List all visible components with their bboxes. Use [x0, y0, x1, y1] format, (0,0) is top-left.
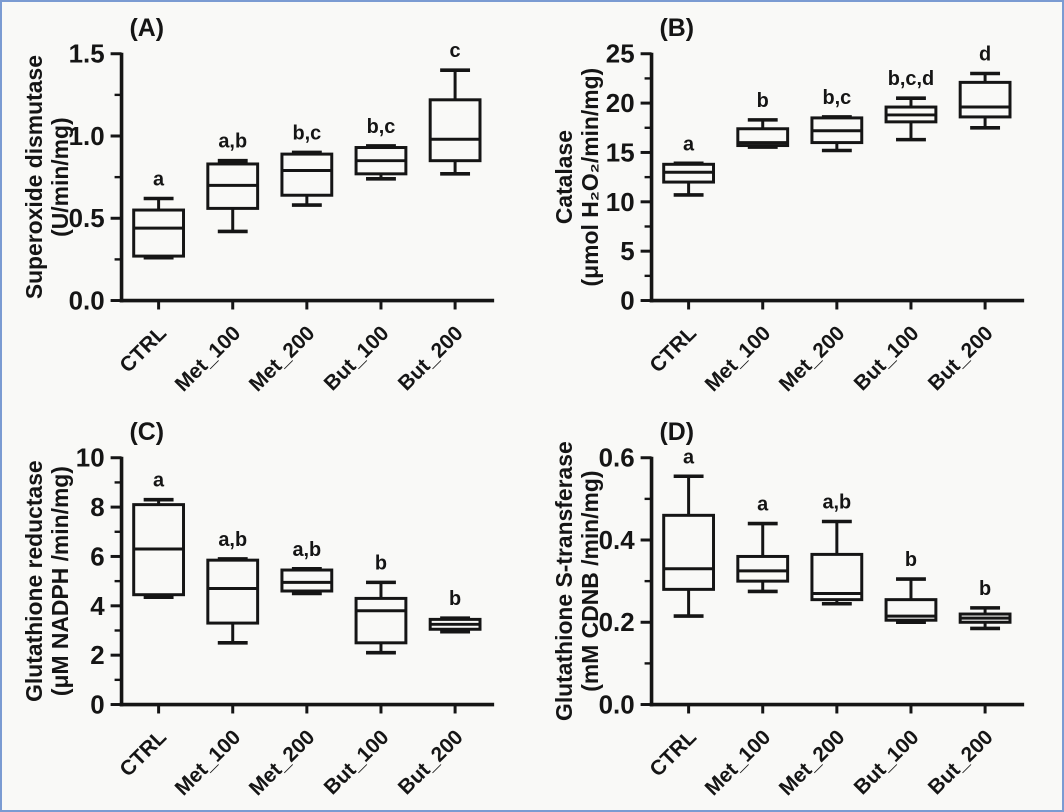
significance-letter: a	[153, 470, 165, 492]
x-tick-label: But_100	[850, 726, 924, 800]
box	[736, 554, 790, 583]
significance-letter: a,b	[292, 539, 321, 561]
box	[428, 98, 482, 163]
y-tick-label: 5	[620, 238, 634, 266]
boxplot-C: (C) Glutathione reductase (μM NADPH /min/m…	[21, 418, 495, 801]
box	[958, 80, 1012, 119]
y-axis-title-line2: (U/min/mg)	[47, 117, 73, 236]
y-tick-label: 10	[76, 445, 105, 473]
y-axis-title-line1: Glutathione reductase	[21, 460, 47, 702]
significance-letter: c	[450, 40, 461, 62]
x-tick-label: CTRL	[645, 321, 701, 377]
y-axis-title-line2: (μM NADPH /min/mg)	[47, 466, 73, 696]
x-tick-label: But_100	[320, 726, 394, 800]
y-tick-label: 1.5	[69, 41, 105, 69]
x-tick-label: CTRL	[645, 725, 701, 781]
x-tick-label: Met_200	[245, 726, 320, 801]
panel-label: (D)	[660, 418, 695, 446]
significance-letter: a	[153, 169, 165, 191]
x-tick-label: Met_100	[171, 322, 246, 397]
y-axis-title-line1: Catalase	[551, 130, 577, 224]
significance-letter: b,c	[367, 116, 396, 138]
y-tick-label: 15	[606, 139, 635, 167]
y-tick-label: 0.0	[69, 287, 105, 315]
significance-letter: a	[683, 446, 695, 468]
y-tick-label: 25	[606, 41, 635, 69]
x-tick-label: Met_200	[775, 322, 850, 397]
y-axis-title-line1: Glutathione S-transferase	[551, 441, 577, 721]
significance-letter: b,c	[292, 123, 321, 145]
panel-D-glutathione-s-transferase: (D) Glutathione S-transferase (mM CDNB /mi…	[532, 406, 1062, 810]
y-tick-label: 0.5	[69, 205, 105, 233]
significance-letter: b	[905, 549, 917, 571]
box	[280, 152, 334, 197]
x-tick-label: But_200	[394, 726, 468, 800]
significance-letter: a	[683, 133, 695, 155]
y-tick-label: 4	[90, 593, 105, 621]
y-tick-label: 1.0	[69, 123, 105, 151]
y-tick-label: 0.4	[599, 527, 636, 555]
x-tick-label: But_100	[850, 322, 924, 396]
y-tick-label: 0.0	[599, 691, 635, 719]
x-tick-label: Met_200	[245, 322, 320, 397]
panel-label: (A)	[130, 14, 165, 42]
x-tick-label: Met_200	[775, 726, 850, 801]
significance-letter: b,c,d	[888, 68, 934, 90]
significance-letter: a,b	[218, 529, 247, 551]
y-tick-label: 8	[90, 494, 104, 522]
significance-letter: a	[757, 494, 769, 516]
x-tick-label: But_200	[924, 726, 998, 800]
panel-label: (C)	[130, 418, 165, 446]
box	[132, 208, 186, 258]
significance-letter: b,c	[822, 87, 851, 109]
significance-letter: d	[979, 44, 991, 66]
box	[354, 596, 408, 645]
x-tick-label: Met_100	[701, 726, 776, 801]
panel-B-catalase: (B) Catalase (μmol H₂O₂/min/mg) 0 5 10 15 20 25 C…	[532, 2, 1062, 406]
y-tick-label: 0	[620, 287, 634, 315]
significance-letter: b	[375, 552, 387, 574]
y-axis-title-line2: (mM CDNB /min/mg)	[577, 471, 603, 692]
x-tick-label: But_100	[320, 322, 394, 396]
panel-label: (B)	[660, 14, 695, 42]
boxplot-D: (D) Glutathione S-transferase (mM CDNB /mi…	[551, 418, 1025, 801]
y-tick-label: 6	[90, 543, 104, 571]
boxplot-A: (A) Superoxide dismutase (U/min/mg) 0.0 0.5 1…	[21, 14, 495, 397]
significance-letter: b	[757, 90, 769, 112]
x-tick-label: But_200	[924, 322, 998, 396]
significance-letter: b	[979, 578, 991, 600]
significance-letter: a,b	[822, 492, 851, 514]
y-tick-label: 0	[90, 691, 104, 719]
x-tick-label: CTRL	[115, 321, 171, 377]
x-tick-label: Met_100	[171, 726, 246, 801]
x-tick-label: But_200	[394, 322, 468, 396]
box	[280, 568, 334, 593]
y-tick-label: 0.6	[599, 445, 635, 473]
y-axis-title-line1: Superoxide dismutase	[21, 55, 47, 299]
box	[206, 558, 260, 625]
y-tick-label: 20	[606, 90, 635, 118]
significance-letter: a,b	[218, 131, 247, 153]
x-tick-label: CTRL	[115, 725, 171, 781]
panel-C-glutathione-reductase: (C) Glutathione reductase (μM NADPH /min/m…	[2, 406, 532, 810]
y-tick-label: 0.2	[599, 609, 635, 637]
box	[662, 513, 716, 591]
significance-letter: b	[449, 588, 461, 610]
y-axis-title-line2: (μmol H₂O₂/min/mg)	[577, 68, 603, 287]
y-tick-label: 2	[90, 642, 104, 670]
y-tick-label: 10	[606, 189, 635, 217]
panel-A-superoxide-dismutase: (A) Superoxide dismutase (U/min/mg) 0.0 0.5 1…	[2, 2, 532, 406]
boxplot-B: (B) Catalase (μmol H₂O₂/min/mg) 0 5 10 15 20 25 C…	[551, 14, 1025, 397]
x-tick-label: Met_100	[701, 322, 776, 397]
